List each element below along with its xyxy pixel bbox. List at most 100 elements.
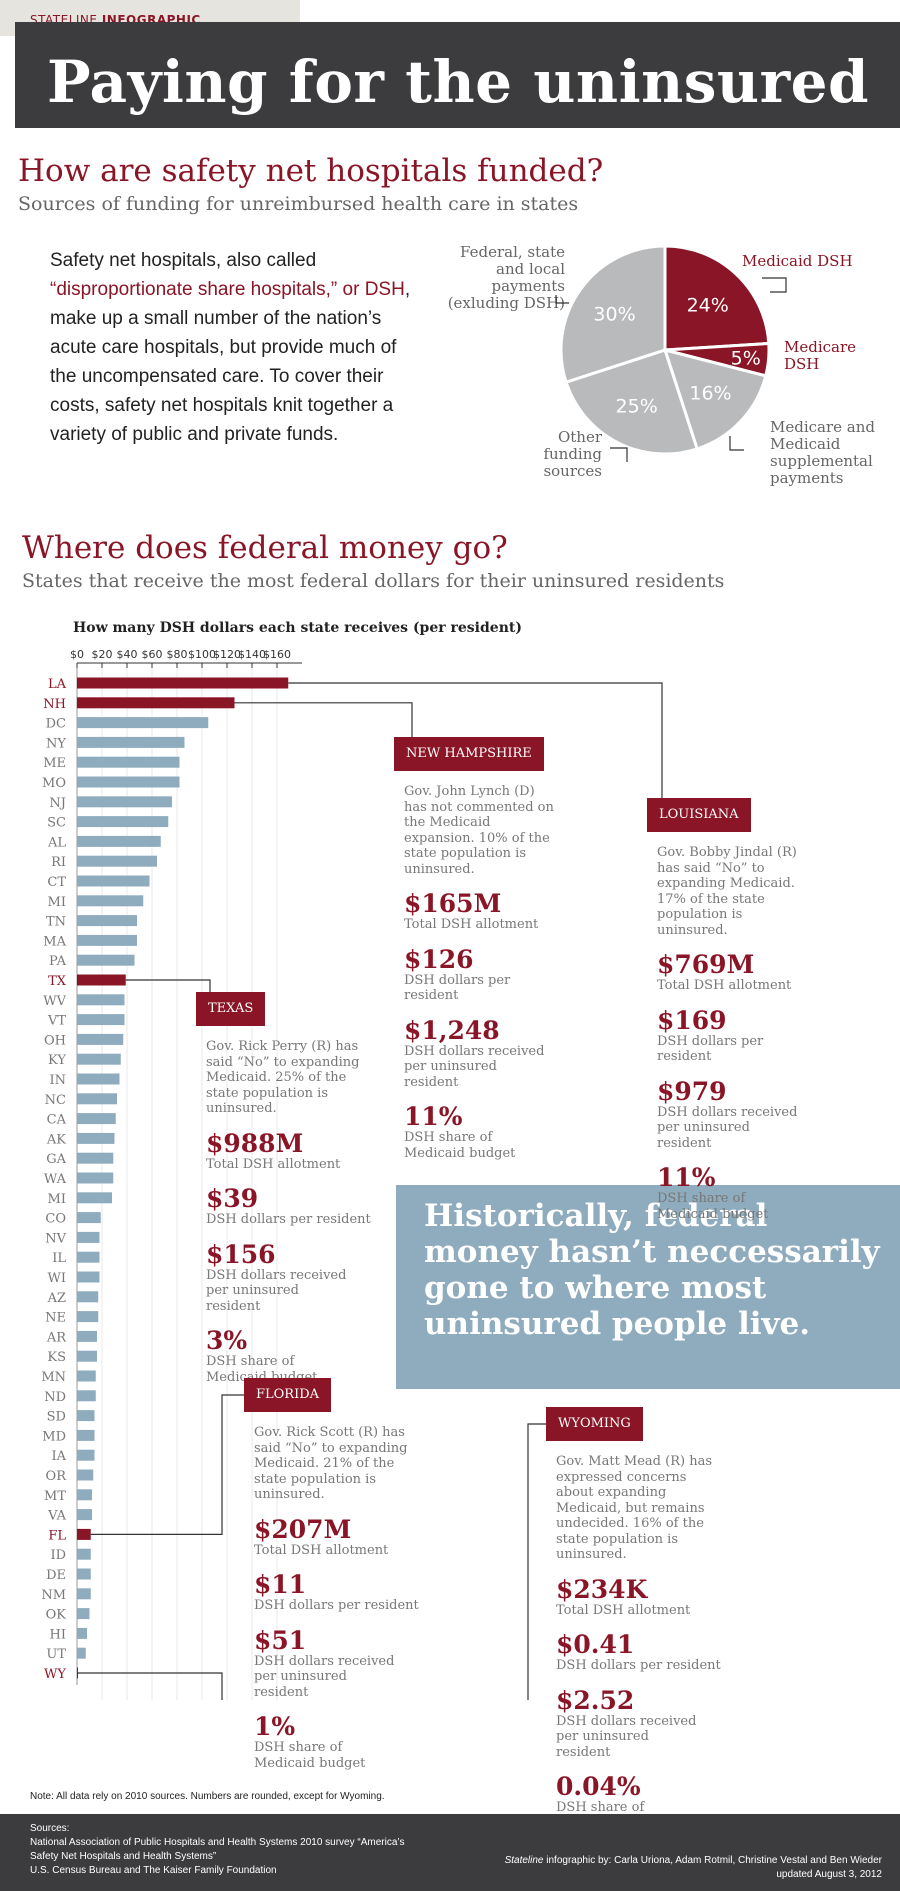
state-label: MT [44, 1489, 66, 1504]
state-label: PA [49, 954, 67, 969]
stat-value: 0.04% [556, 1772, 641, 1801]
state-bar [77, 1073, 120, 1085]
state-label: AL [47, 835, 66, 850]
stat-label: Total DSH allotment [206, 1156, 341, 1172]
stat-value: 1% [254, 1712, 296, 1741]
state-bar [77, 1231, 100, 1243]
state-bar [77, 1548, 91, 1560]
state-bar [77, 1212, 101, 1224]
callout-title: WYOMING [546, 1407, 643, 1441]
stat-value: $1,248 [404, 1015, 500, 1045]
stat-label: DSH dollars received per uninsured resid… [556, 1713, 697, 1760]
pie-slice-label: 30% [593, 303, 635, 325]
state-label: KS [47, 1350, 66, 1365]
section2-subheading: States that receive the most federal dol… [22, 570, 725, 592]
state-bar [77, 895, 144, 907]
state-bar [77, 697, 235, 709]
pie-label-medicaid-dsh: Medicaid DSH [742, 252, 853, 270]
state-bar [77, 994, 125, 1006]
x-tick-label: $120 [213, 648, 241, 661]
stat-value: $165M [404, 889, 502, 918]
stat-label: DSH dollars per resident [254, 1598, 419, 1613]
state-label: TN [46, 915, 66, 930]
callout-stats: $234K Total DSH allotment $0.41 DSH dollar… [556, 1574, 721, 1832]
dsh-bar-chart: $0 $20 $40 $60 $80 $100$120$140$160 LA NH DC NY ME… [41, 648, 663, 1700]
stat-label: Total DSH allotment [657, 978, 792, 993]
state-label: VA [47, 1509, 67, 1524]
state-bar [77, 677, 289, 689]
state-label: DE [46, 1568, 66, 1583]
state-label: IN [49, 1073, 66, 1088]
state-label: CA [47, 1113, 67, 1128]
pie-slice-label: 16% [689, 383, 731, 405]
stat-value: $234K [556, 1574, 648, 1604]
state-bar [77, 1350, 97, 1362]
state-bar [77, 756, 180, 768]
state-label: AR [46, 1330, 67, 1345]
callout-louisiana: LOUISIANA Gov. Bobby Jindal (R) has said… [647, 798, 817, 1222]
callout-title: FLORIDA [244, 1378, 332, 1412]
state-label: MD [42, 1429, 66, 1444]
state-label: NC [45, 1093, 66, 1108]
state-bar [77, 1291, 99, 1303]
state-label: MI [48, 1192, 66, 1207]
callout-texas: TEXAS Gov. Rick Perry (R) has said “No” … [196, 992, 371, 1385]
callout-stats: $769M Total DSH allotment $169 DSH dollars… [657, 952, 817, 1222]
section2-heading: Where does federal money go? [22, 530, 508, 566]
title-banner [15, 22, 900, 128]
pie-slice-0 [663, 244, 771, 352]
state-bar [77, 1588, 91, 1600]
stat-label: DSH dollars received per uninsured resid… [254, 1653, 395, 1700]
callout-connector [288, 682, 663, 798]
pie-slice-4 [559, 244, 667, 385]
stat-label: DSH share of Medicaid budget [404, 1130, 516, 1161]
historically-box [396, 1185, 900, 1389]
state-bar [77, 1528, 91, 1540]
stat-label: Total DSH allotment [556, 1602, 691, 1618]
stat-label: DSH share of Medicaid budget [254, 1740, 366, 1771]
state-label: CT [47, 875, 66, 890]
state-label: TX [48, 974, 67, 989]
state-label: SC [47, 816, 66, 831]
stat-value: $988M [206, 1128, 304, 1158]
state-bar [77, 1608, 90, 1620]
state-label: NJ [49, 796, 66, 811]
stat-label: Total DSH allotment [254, 1542, 389, 1558]
state-label: VT [47, 1014, 66, 1029]
pie-leader-lines [555, 277, 787, 462]
state-label: ND [44, 1390, 66, 1405]
x-tick-label: $80 [167, 648, 188, 661]
stat-value: $769M [657, 950, 755, 979]
state-bar [77, 1489, 92, 1501]
state-bar [77, 855, 157, 867]
callout-desc: Gov. Bobby Jindal (R) has said “No” to e… [657, 845, 797, 938]
pie-label-other: Other funding sources [543, 428, 602, 480]
state-label: DC [46, 717, 66, 732]
state-label: NM [41, 1588, 66, 1603]
stat-label: DSH share of Medicaid budget [657, 1191, 769, 1222]
pie-label-federal-state-local: Federal, state and local payments (exlud… [447, 243, 565, 312]
state-label: ID [50, 1548, 66, 1563]
funding-pie-chart: 24% 5%16% 25% 30% [559, 244, 771, 456]
state-bar [77, 875, 150, 887]
x-tick-label: $140 [238, 648, 266, 661]
state-label: OH [44, 1033, 66, 1048]
stat-value: $2.52 [556, 1685, 635, 1715]
state-bar [77, 796, 172, 808]
state-bar [77, 1330, 97, 1342]
intro-paragraph: Safety net hospitals, also called “dispr… [50, 250, 411, 445]
state-bar [77, 1627, 87, 1639]
state-label: MA [43, 934, 66, 949]
state-label: OR [46, 1469, 68, 1484]
callout-wyoming: WYOMING Gov. Matt Mead (R) has expressed… [546, 1407, 721, 1831]
callout-connector [234, 702, 413, 737]
data-note: Note: All data rely on 2010 sources. Num… [30, 1791, 385, 1802]
state-label: AZ [47, 1291, 66, 1306]
x-tick-label: $20 [92, 648, 113, 661]
section1-heading: How are safety net hospitals funded? [18, 153, 604, 189]
callout-stats: $988M Total DSH allotment $39 DSH dollars … [206, 1128, 371, 1386]
state-bar [77, 736, 185, 748]
state-bar [77, 1390, 96, 1402]
stat-value: $207M [254, 1514, 352, 1544]
state-bar [77, 1113, 116, 1125]
